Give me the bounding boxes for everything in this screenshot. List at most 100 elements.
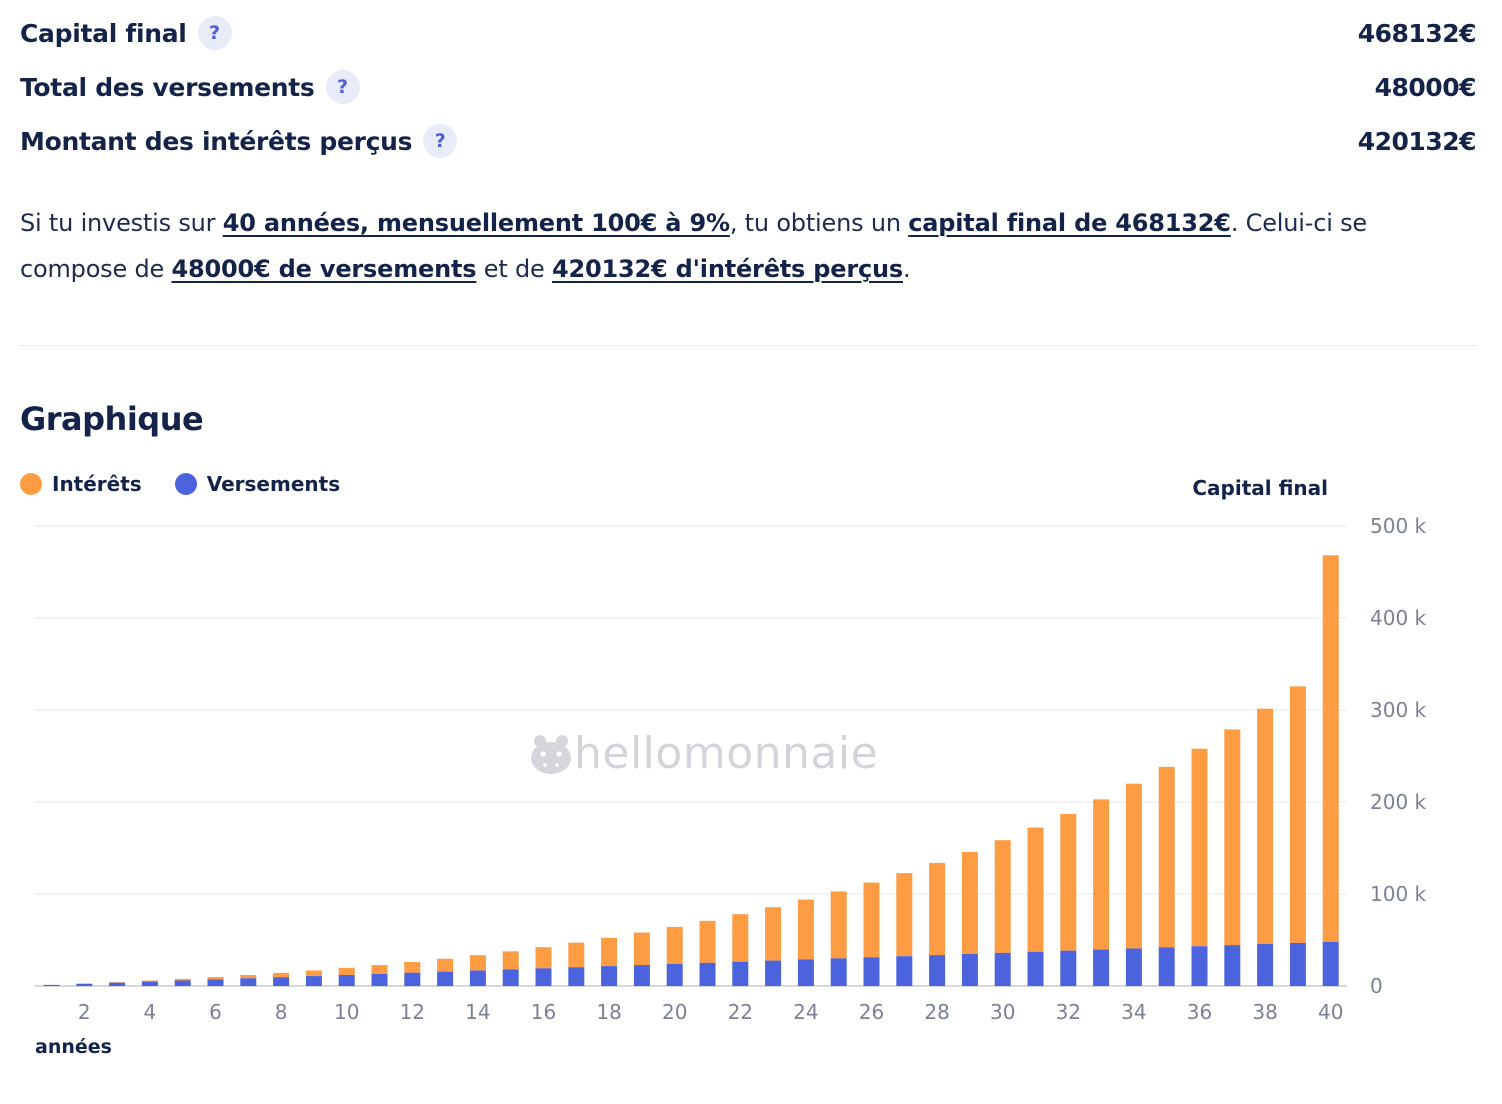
bar-versements <box>404 972 421 986</box>
bar-versements <box>633 965 650 986</box>
y-tick-label: 500 k <box>1370 514 1427 538</box>
bar-interets <box>1191 748 1208 947</box>
bar-versements <box>929 955 946 986</box>
summary-row-capital-final: Capital final ? 468132€ <box>20 13 1477 53</box>
bar-versements <box>699 962 716 986</box>
x-tick-label: 24 <box>793 1000 818 1024</box>
bar-versements <box>1093 949 1110 986</box>
y-tick-label: 0 <box>1370 974 1383 998</box>
bar-versements <box>502 969 519 986</box>
help-icon[interactable]: ? <box>197 16 232 50</box>
bar-interets <box>371 965 388 974</box>
bar-interets <box>1289 686 1306 943</box>
bar-versements <box>273 977 290 986</box>
x-tick-label: 18 <box>596 1000 621 1024</box>
legend-item-versements[interactable]: Versements <box>174 472 341 496</box>
bar-interets <box>994 840 1011 953</box>
sentence-highlight-versements: 48000€ de versements <box>171 255 477 283</box>
bar-interets <box>1158 766 1175 948</box>
bar-versements <box>1158 947 1175 986</box>
bar-versements <box>1027 951 1044 986</box>
bar-versements <box>338 974 355 986</box>
x-axis-title: années <box>35 1036 112 1058</box>
bar-versements <box>76 983 93 986</box>
x-tick-label: 4 <box>144 1000 157 1024</box>
interets-percus-label: Montant des intérêts perçus <box>20 126 413 156</box>
bar-interets <box>1060 813 1077 951</box>
bar-interets <box>961 851 978 954</box>
bar-versements <box>961 953 978 986</box>
bar-versements <box>305 976 322 986</box>
sentence-text: . <box>902 255 911 283</box>
bar-interets <box>338 967 355 975</box>
y-axis-title: Capital final <box>1192 476 1328 500</box>
bar-versements <box>1060 950 1077 986</box>
bar-interets <box>109 982 126 983</box>
bar-versements <box>240 978 257 986</box>
bar-versements <box>863 957 880 986</box>
hippo-logo-icon <box>531 734 571 774</box>
y-tick-label: 200 k <box>1370 790 1427 814</box>
x-tick-label: 22 <box>728 1000 753 1024</box>
bar-interets <box>1322 555 1339 942</box>
x-tick-label: 20 <box>662 1000 687 1024</box>
sentence-text: et de <box>476 255 553 283</box>
bar-interets <box>141 980 158 982</box>
x-tick-label: 8 <box>275 1000 288 1024</box>
legend-item-interets[interactable]: Intérêts <box>20 472 142 496</box>
x-tick-label: 40 <box>1318 1000 1343 1024</box>
y-tick-label: 100 k <box>1370 882 1427 906</box>
x-tick-label: 38 <box>1252 1000 1277 1024</box>
bar-interets <box>1093 799 1110 950</box>
bar-versements <box>1322 941 1339 986</box>
help-icon[interactable]: ? <box>325 70 360 104</box>
bar-versements <box>43 984 60 986</box>
bar-versements <box>207 979 224 986</box>
x-tick-label: 36 <box>1187 1000 1212 1024</box>
help-icon[interactable]: ? <box>423 124 458 158</box>
bar-versements <box>1257 944 1274 986</box>
bar-interets <box>1257 708 1274 945</box>
bar-versements <box>797 959 814 986</box>
y-tick-label: 400 k <box>1370 606 1427 630</box>
section-divider <box>18 345 1478 346</box>
bar-versements <box>568 967 585 986</box>
sentence-highlight-capital: capital final de 468132€ <box>908 209 1231 237</box>
bar-interets <box>1224 729 1241 946</box>
bar-interets <box>240 975 257 979</box>
interets-percus-value: 420132€ <box>1357 126 1477 156</box>
bar-interets <box>207 977 224 980</box>
x-tick-label: 16 <box>531 1000 556 1024</box>
summary-row-total-versements: Total des versements ? 48000€ <box>20 67 1477 107</box>
summary-sentence: Si tu investis sur 40 années, mensuellem… <box>20 200 1450 292</box>
total-versements-value: 48000€ <box>1374 72 1477 102</box>
bar-versements <box>830 958 847 986</box>
x-tick-label: 32 <box>1056 1000 1081 1024</box>
bar-interets <box>732 914 749 962</box>
x-tick-label: 34 <box>1121 1000 1146 1024</box>
x-tick-label: 12 <box>400 1000 425 1024</box>
bar-interets <box>633 932 650 966</box>
legend-label-versements: Versements <box>206 472 341 496</box>
bar-interets <box>929 862 946 956</box>
sentence-text: Si tu investis sur <box>20 209 223 237</box>
bar-versements <box>1191 946 1208 986</box>
y-tick-label: 300 k <box>1370 698 1427 722</box>
legend-dot-versements <box>174 473 197 495</box>
bar-versements <box>896 956 913 986</box>
bar-versements <box>994 952 1011 986</box>
bar-versements <box>535 968 552 986</box>
sentence-text: . Celui-ci se compose de <box>20 209 1367 283</box>
bar-interets <box>830 891 847 959</box>
x-tick-label: 2 <box>78 1000 91 1024</box>
bar-interets <box>1125 783 1142 949</box>
bar-interets <box>174 978 191 981</box>
bar-interets <box>1027 827 1044 952</box>
bar-interets <box>699 920 716 963</box>
watermark: hellomonnaie <box>528 728 878 779</box>
bar-interets <box>273 972 290 978</box>
sentence-highlight-duration: 40 années, mensuellement 100€ à 9% <box>222 209 730 237</box>
bar-interets <box>437 958 454 972</box>
bar-versements <box>141 981 158 986</box>
x-tick-label: 28 <box>924 1000 949 1024</box>
